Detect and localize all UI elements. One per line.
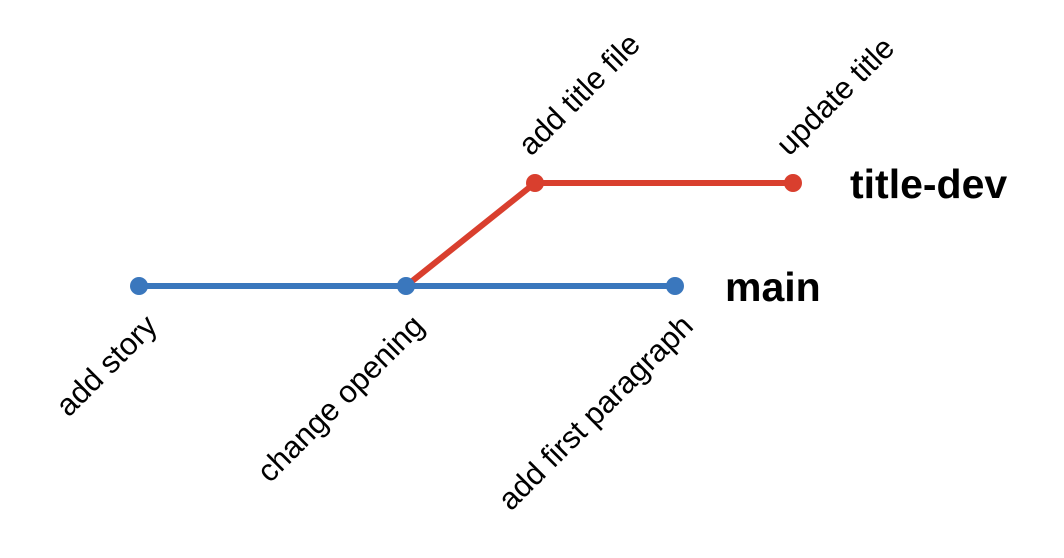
commit-label: add title file bbox=[511, 26, 647, 162]
commit-node bbox=[130, 277, 148, 295]
branch-label-main: main bbox=[725, 264, 821, 310]
commit-label: add first paragraph bbox=[491, 308, 700, 517]
commit-node bbox=[526, 174, 544, 192]
commit-label: change opening bbox=[250, 308, 431, 489]
commit-node bbox=[784, 174, 802, 192]
commit-label: update title bbox=[769, 30, 901, 162]
branch-edges bbox=[139, 180, 793, 289]
commit-node bbox=[397, 277, 415, 295]
commit-label: add story bbox=[49, 308, 164, 423]
branch-label-title-dev: title-dev bbox=[850, 161, 1007, 207]
labels: add story change opening add first paragra… bbox=[49, 26, 1008, 516]
commit-node bbox=[666, 277, 684, 295]
commit-nodes bbox=[130, 174, 802, 295]
